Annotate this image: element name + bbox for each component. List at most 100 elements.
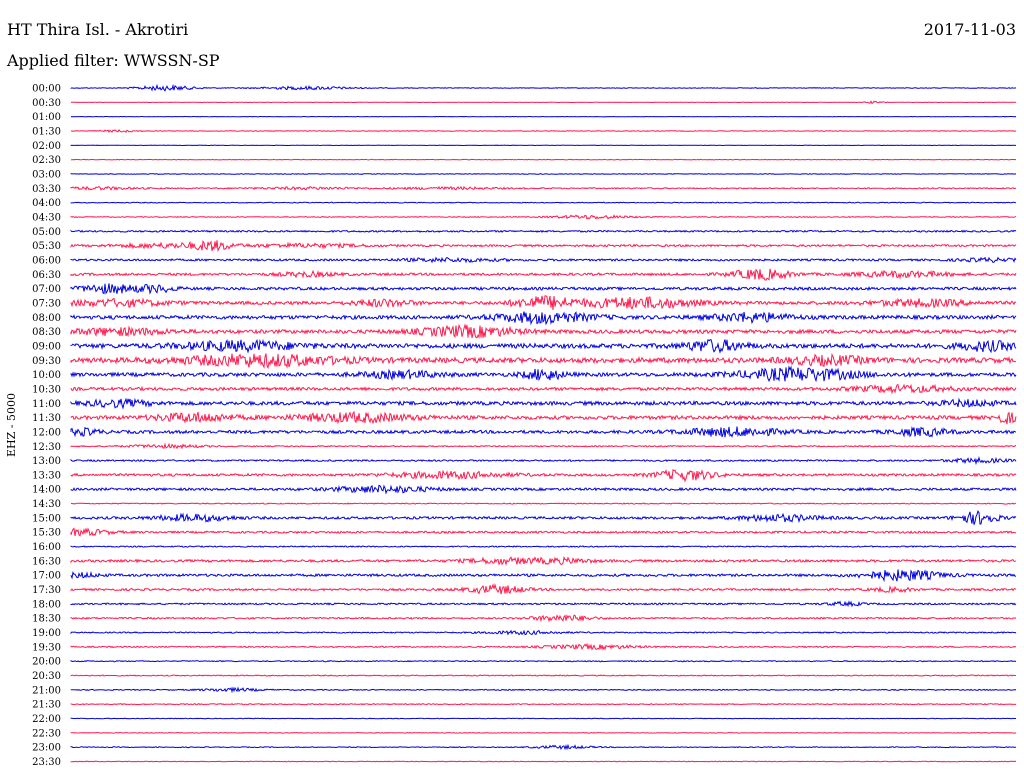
seismic-trace xyxy=(70,283,1017,295)
seismic-trace xyxy=(70,527,1017,537)
seismic-trace xyxy=(70,760,1017,763)
seismic-trace xyxy=(70,614,1017,623)
time-label: 06:00 xyxy=(32,255,61,266)
time-label: 18:30 xyxy=(32,614,61,625)
seismic-trace xyxy=(70,295,1017,310)
seismic-trace xyxy=(70,158,1017,161)
time-label: 03:00 xyxy=(32,169,61,180)
time-label: 17:30 xyxy=(32,585,61,596)
time-label: 03:30 xyxy=(32,184,61,195)
seismic-trace xyxy=(70,425,1017,438)
seismic-trace xyxy=(70,397,1017,410)
time-label: 21:00 xyxy=(32,685,61,696)
seismic-trace xyxy=(70,659,1017,663)
seismic-trace xyxy=(70,582,1017,595)
seismic-trace xyxy=(70,83,1017,92)
time-label: 10:30 xyxy=(32,384,61,395)
seismic-trace xyxy=(70,545,1017,548)
seismic-trace xyxy=(70,128,1017,133)
time-label: 02:30 xyxy=(32,155,61,166)
time-label: 09:30 xyxy=(32,356,61,367)
time-label: 08:00 xyxy=(32,313,61,324)
time-label: 18:00 xyxy=(32,599,61,610)
time-label: 23:00 xyxy=(32,743,61,754)
seismic-trace xyxy=(70,268,1017,281)
time-label: 06:30 xyxy=(32,270,61,281)
seismic-trace xyxy=(70,173,1017,175)
seismic-trace xyxy=(70,686,1017,694)
time-label: 10:00 xyxy=(32,370,61,381)
seismic-trace xyxy=(70,674,1017,677)
time-label: 12:30 xyxy=(32,442,61,453)
time-label: 14:30 xyxy=(32,499,61,510)
seismic-trace xyxy=(70,229,1017,234)
time-label: 19:30 xyxy=(32,642,61,653)
time-label: 17:00 xyxy=(32,571,61,582)
seismic-trace xyxy=(70,311,1017,326)
time-label: 04:00 xyxy=(32,198,61,209)
seismic-trace xyxy=(70,703,1017,706)
time-label: 07:30 xyxy=(32,298,61,309)
seismic-trace xyxy=(70,442,1017,450)
time-label: 19:00 xyxy=(32,628,61,639)
time-label: 02:00 xyxy=(32,141,61,152)
date-label: 2017-11-03 xyxy=(923,20,1016,39)
seismic-trace xyxy=(70,743,1016,751)
time-label: 22:30 xyxy=(32,728,61,739)
time-label: 07:00 xyxy=(32,284,61,295)
time-label: 13:30 xyxy=(32,470,61,481)
seismic-trace xyxy=(70,629,1017,636)
time-label: 05:30 xyxy=(32,241,61,252)
seismic-trace xyxy=(71,100,1017,105)
seismic-trace xyxy=(70,600,1017,608)
time-label: 15:30 xyxy=(32,528,61,539)
time-label: 16:30 xyxy=(32,556,61,567)
seismic-trace xyxy=(70,338,1017,355)
filter-label: Applied filter: WWSSN-SP xyxy=(7,51,220,70)
time-label: 01:00 xyxy=(32,112,61,123)
seismic-trace xyxy=(70,383,1017,395)
time-label: 04:30 xyxy=(32,212,61,223)
seismic-trace xyxy=(70,214,1017,220)
seismic-trace xyxy=(70,732,1017,734)
seismic-trace xyxy=(70,510,1017,525)
channel-axis-label: EHZ - 5000 xyxy=(5,393,18,457)
time-label: 11:30 xyxy=(32,413,61,424)
time-label: 16:00 xyxy=(32,542,61,553)
seismic-trace xyxy=(70,185,1017,191)
time-label: 09:00 xyxy=(32,341,61,352)
seismic-trace xyxy=(70,410,1017,425)
time-label: 13:00 xyxy=(32,456,61,467)
station-title: HT Thira Isl. - Akrotiri xyxy=(7,20,189,39)
seismic-trace xyxy=(70,365,1017,383)
seismic-trace xyxy=(70,201,1017,204)
trace-group xyxy=(70,83,1017,763)
seismic-trace xyxy=(70,468,1017,483)
time-label: 21:30 xyxy=(32,700,61,711)
seismic-trace xyxy=(70,484,1017,495)
time-label-group: 00:00 00:30 01:00 01:30 02:00 02:30 03:00 03:30… xyxy=(32,84,61,769)
time-label: 20:30 xyxy=(32,671,61,682)
seismic-trace xyxy=(70,323,1017,339)
time-label: 00:00 xyxy=(32,84,61,95)
time-label: 08:30 xyxy=(32,327,61,338)
time-label: 01:30 xyxy=(32,126,61,137)
time-label: 14:00 xyxy=(32,485,61,496)
time-label: 12:00 xyxy=(32,427,61,438)
seismic-trace xyxy=(70,240,1017,252)
time-label: 15:00 xyxy=(32,513,61,524)
time-label: 23:30 xyxy=(32,757,61,768)
time-label: 20:00 xyxy=(32,657,61,668)
seismic-trace xyxy=(70,502,1017,505)
seismic-trace xyxy=(70,555,1017,567)
seismic-trace xyxy=(70,256,1017,264)
seismic-trace xyxy=(70,352,1017,370)
seismic-trace xyxy=(70,642,1017,651)
time-label: 00:30 xyxy=(32,98,61,109)
seismic-trace xyxy=(70,455,1017,466)
time-label: 11:00 xyxy=(32,399,61,410)
seismic-trace xyxy=(70,717,1016,720)
time-label: 22:00 xyxy=(32,714,61,725)
